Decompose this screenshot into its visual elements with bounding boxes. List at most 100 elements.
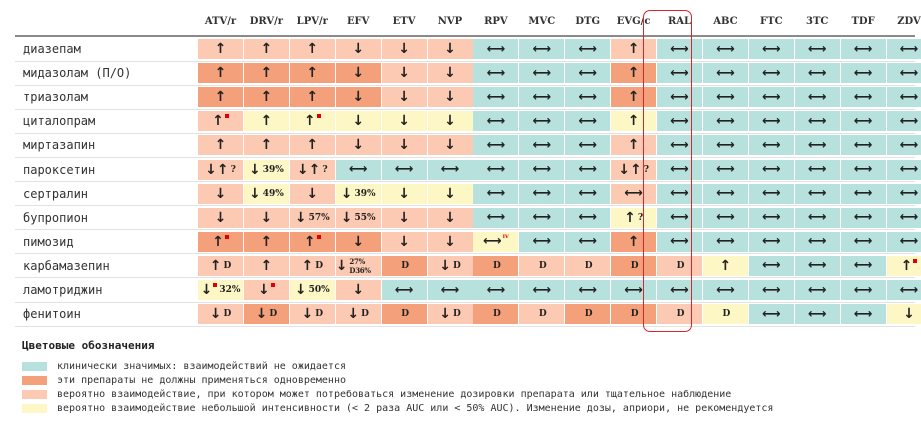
- interaction-cell: ⟷: [702, 87, 748, 108]
- table-row: фенитоин ↓ D ↓ D ↓ D ↓ D D ↓ D D D D D D D ⟷ ⟷ ⟷ ↓: [15, 303, 921, 325]
- interaction-cell: ↓ ↑?: [611, 159, 657, 180]
- interaction-cell: ⟷: [840, 231, 886, 252]
- cell-note: ?: [643, 164, 649, 175]
- interaction-cell: ↓ 50%: [289, 280, 335, 300]
- interaction-cell: ⟷: [519, 231, 565, 252]
- bidirectional-arrow-icon: ⟷: [761, 234, 781, 250]
- bidirectional-arrow-icon: ⟷: [716, 137, 735, 153]
- bidirectional-arrow-icon: ⟷: [899, 210, 919, 226]
- table-row: карбамазепин ↑ D ↑ ↑ D ↓ 27% D36% D ↓ D D D D D D ↑ ⟷ ⟷ ⟷ ↑: [15, 255, 921, 277]
- interaction-cell: D: [702, 304, 748, 325]
- interaction-cell: ↓: [427, 87, 473, 108]
- down-arrow-icon: ↓: [258, 282, 270, 298]
- bidirectional-arrow-icon: ⟷: [532, 89, 552, 105]
- down-arrow-icon: ↓: [260, 209, 273, 226]
- bidirectional-arrow-icon: ⟷: [853, 65, 873, 81]
- interaction-cell: ↓: [427, 207, 473, 228]
- up-arrow-icon: ↑: [260, 257, 273, 274]
- down-arrow-icon: ↓: [903, 306, 915, 323]
- bidirectional-arrow-icon: ⟷: [807, 89, 827, 105]
- bidirectional-arrow-icon: ⟷: [670, 65, 689, 81]
- down-arrow-icon: ↓: [248, 185, 261, 202]
- interaction-cell: ⟷: [794, 207, 840, 228]
- interaction-cell: ⟷: [381, 159, 427, 180]
- bidirectional-arrow-icon: ⟷: [578, 210, 597, 226]
- interaction-cell: ⟷: [657, 231, 702, 252]
- interaction-cell: ↓ D: [289, 304, 335, 325]
- interaction-cell: ⟷: [657, 39, 702, 59]
- column-header-etv: ETV: [392, 16, 416, 27]
- down-arrow-icon: ↓: [444, 41, 456, 57]
- bidirectional-arrow-icon: ⟷: [532, 41, 552, 57]
- interaction-cell: ⟷: [794, 304, 840, 325]
- bidirectional-arrow-icon: ⟷: [807, 258, 827, 274]
- interaction-cell: ⟷: [657, 207, 702, 228]
- interaction-cell: ↓: [427, 63, 473, 84]
- bidirectional-arrow-icon: ⟷: [578, 89, 597, 105]
- red-marker-icon: [316, 234, 321, 239]
- bidirectional-arrow-icon: ⟷: [716, 113, 735, 129]
- row-label: карбамазепин: [23, 258, 110, 273]
- interaction-cell: ↓ D: [427, 255, 473, 276]
- interaction-cell: ↓ D: [198, 304, 243, 325]
- interaction-cell: ↓ D: [243, 304, 289, 325]
- cell-note: D: [269, 309, 278, 320]
- interaction-cell: ⟷: [565, 39, 611, 59]
- cell-note: D: [630, 260, 639, 271]
- bidirectional-arrow-icon: ⟷: [716, 162, 735, 177]
- interaction-cell: ↑: [611, 135, 657, 156]
- bidirectional-arrow-icon: ⟷: [807, 186, 827, 202]
- interaction-cell: ↓: [335, 39, 381, 59]
- interaction-cell: ↑: [198, 87, 243, 108]
- bidirectional-arrow-icon: ⟷: [761, 162, 781, 177]
- down-arrow-icon: ↓: [398, 113, 410, 130]
- cell-note: D: [722, 309, 731, 320]
- interaction-cell: D: [473, 304, 519, 325]
- column-header-3tc: 3TC: [806, 16, 829, 27]
- interaction-cell: ⟷: [565, 87, 611, 108]
- down-arrow-icon: ↓: [444, 89, 456, 106]
- interaction-cell: ↓ D: [427, 304, 473, 325]
- down-arrow-icon: ↓: [294, 209, 307, 226]
- cell-superscript: IV: [502, 233, 509, 240]
- bidirectional-arrow-icon: ⟷: [670, 234, 689, 250]
- interaction-cell: ⟷: [473, 135, 519, 156]
- table-row: пароксетин ↓ ↑? ↓ 39% ↓ ↑? ⟷ ⟷ ⟷ ⟷ ⟷ ⟷ ↓ ↑? ⟷ ⟷ ⟷ ⟷ ⟷ ⟷: [15, 159, 921, 181]
- column-header-tdf: TDF: [851, 16, 875, 27]
- interaction-cell: ⟷: [702, 231, 748, 252]
- interaction-cell: ⟷: [886, 207, 921, 228]
- bidirectional-arrow-icon: ⟷: [532, 65, 552, 81]
- up-arrow-icon: ↑: [214, 137, 227, 154]
- interaction-cell: ⟷: [657, 135, 702, 156]
- bidirectional-arrow-icon: ⟷: [532, 234, 552, 250]
- interaction-cell: ⟷: [748, 39, 794, 59]
- bidirectional-arrow-icon: ⟷: [532, 137, 552, 153]
- row-divider: [15, 301, 915, 303]
- interaction-cell: ↓: [381, 207, 427, 228]
- bidirectional-arrow-icon: ⟷: [716, 282, 735, 298]
- bidirectional-arrow-icon: ⟷: [486, 89, 506, 105]
- bidirectional-arrow-icon: ⟷: [807, 41, 827, 57]
- interaction-cell: D: [519, 304, 565, 325]
- interaction-cell: D: [381, 255, 427, 276]
- cell-note: D: [315, 309, 324, 320]
- interaction-cell: ⟷: [519, 39, 565, 59]
- bidirectional-arrow-icon: ⟷: [670, 137, 689, 153]
- row-label: сертралин: [23, 186, 89, 201]
- interaction-cell: ⟷: [519, 111, 565, 132]
- legend-swatch: [22, 390, 47, 399]
- interaction-cell: ⟷: [702, 135, 748, 156]
- down-arrow-icon: ↓: [301, 306, 314, 323]
- interaction-cell: ↓ 32%: [198, 280, 243, 300]
- interaction-cell: ↑: [198, 231, 243, 252]
- bidirectional-arrow-icon: ⟷: [532, 282, 552, 298]
- interaction-cell: ↓ 57%: [289, 207, 335, 228]
- down-arrow-icon: ↓: [296, 161, 309, 178]
- interaction-cell: ⟷: [657, 159, 702, 180]
- interaction-cell: ⟷: [381, 280, 427, 300]
- cell-note: 57%: [308, 212, 330, 223]
- cell-note: D: [223, 260, 232, 271]
- interaction-cell: ↓: [381, 135, 427, 156]
- bidirectional-arrow-icon: ⟷: [899, 186, 919, 202]
- interaction-cell: ↓: [335, 87, 381, 108]
